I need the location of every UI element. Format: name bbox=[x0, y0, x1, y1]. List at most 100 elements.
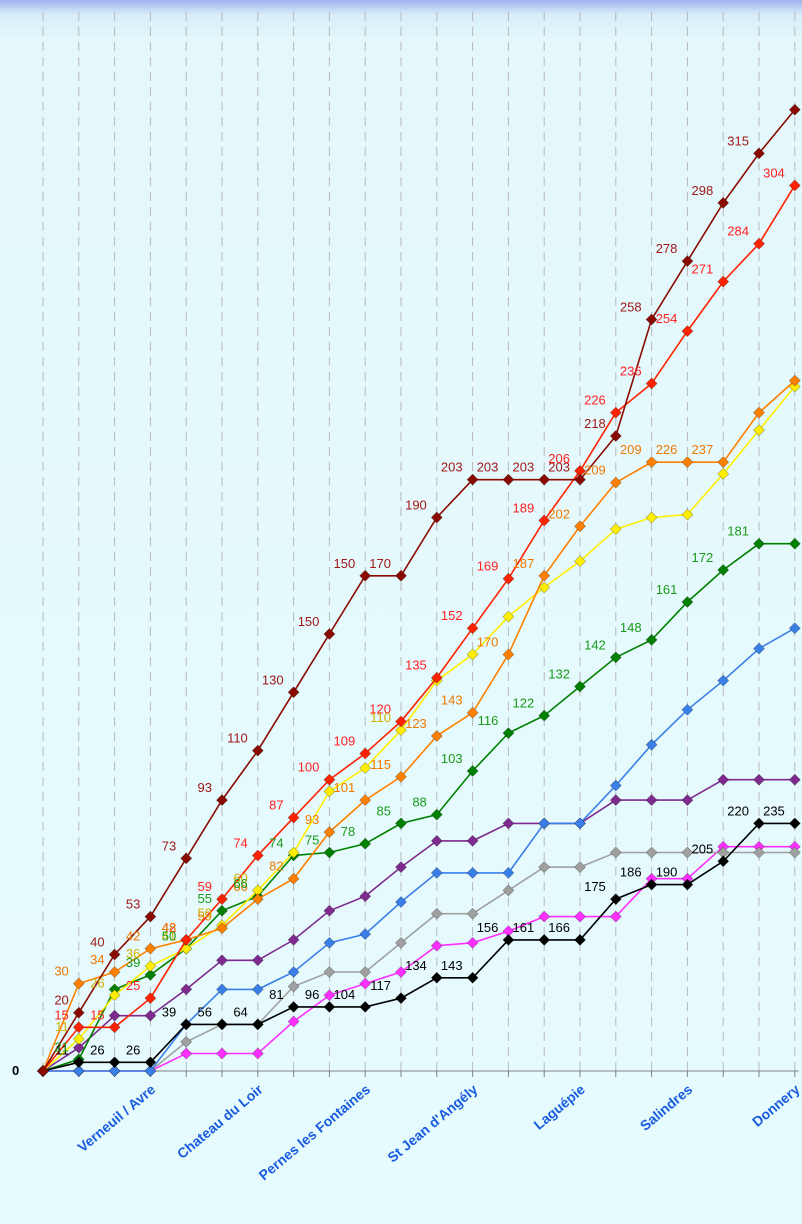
data-point bbox=[430, 939, 443, 952]
data-label: 88 bbox=[412, 795, 426, 810]
data-point bbox=[609, 430, 622, 442]
data-label: 110 bbox=[370, 710, 391, 725]
data-point bbox=[216, 922, 228, 935]
data-point bbox=[72, 1065, 85, 1077]
data-point bbox=[216, 1018, 228, 1031]
data-label: 271 bbox=[691, 262, 713, 277]
data-point bbox=[395, 569, 407, 582]
data-label: 218 bbox=[584, 416, 606, 431]
data-point bbox=[681, 846, 694, 859]
data-label: 169 bbox=[477, 559, 499, 574]
data-point bbox=[180, 983, 193, 996]
data-label: 209 bbox=[620, 442, 642, 457]
data-point bbox=[645, 633, 658, 646]
data-label: 135 bbox=[405, 658, 427, 673]
x-tick-label: Chateau du Loir bbox=[174, 1081, 266, 1162]
data-label: 81 bbox=[269, 987, 283, 1002]
data-label: 78 bbox=[341, 824, 355, 839]
data-point bbox=[395, 936, 407, 949]
data-label: 170 bbox=[369, 556, 391, 571]
data-point bbox=[788, 846, 801, 859]
data-point bbox=[753, 846, 765, 859]
data-point bbox=[323, 826, 336, 839]
data-label: 20 bbox=[54, 993, 68, 1008]
data-label: 209 bbox=[584, 463, 606, 478]
data-point bbox=[788, 374, 801, 387]
data-label: 120 bbox=[369, 701, 391, 716]
data-point bbox=[430, 730, 443, 742]
data-point bbox=[287, 872, 300, 885]
data-point bbox=[681, 255, 694, 268]
data-point bbox=[395, 896, 407, 908]
data-point bbox=[108, 1021, 121, 1034]
data-point bbox=[502, 648, 515, 661]
data-point bbox=[430, 971, 443, 984]
data-label: 254 bbox=[656, 311, 678, 326]
data-point bbox=[681, 794, 694, 807]
data-point bbox=[681, 325, 694, 338]
data-label: 172 bbox=[691, 550, 713, 565]
data-label: 55 bbox=[198, 891, 212, 906]
data-point bbox=[753, 537, 765, 550]
data-label: 39 bbox=[162, 1004, 176, 1019]
data-point bbox=[323, 966, 336, 978]
data-point bbox=[574, 473, 586, 486]
data-point bbox=[502, 727, 515, 740]
data-label: 132 bbox=[548, 666, 570, 681]
data-label: 190 bbox=[405, 498, 427, 513]
data-label: 110 bbox=[227, 731, 248, 746]
data-point bbox=[287, 966, 300, 978]
data-label: 122 bbox=[512, 696, 534, 711]
data-point bbox=[323, 846, 336, 859]
series-line bbox=[42, 822, 795, 1072]
data-label: 26 bbox=[126, 1042, 140, 1057]
data-point bbox=[538, 569, 551, 582]
data-label: 202 bbox=[548, 506, 570, 521]
data-label: 100 bbox=[298, 760, 320, 775]
data-label: 130 bbox=[262, 672, 284, 687]
data-label: 236 bbox=[620, 364, 642, 379]
data-label: 203 bbox=[548, 460, 570, 475]
data-point bbox=[574, 910, 586, 923]
data-point bbox=[645, 878, 658, 891]
data-label: 75 bbox=[305, 833, 319, 848]
series-0 bbox=[37, 103, 801, 1077]
data-label: 143 bbox=[441, 693, 463, 708]
data-label: 60 bbox=[233, 870, 247, 885]
data-point bbox=[72, 1006, 85, 1019]
data-point bbox=[323, 773, 336, 786]
data-point bbox=[108, 1056, 121, 1069]
data-point bbox=[430, 511, 443, 524]
data-point bbox=[251, 1047, 264, 1060]
data-point bbox=[538, 709, 551, 722]
data-point bbox=[717, 564, 730, 576]
data-label: 25 bbox=[126, 978, 140, 993]
data-point bbox=[251, 983, 264, 996]
data-point bbox=[216, 794, 228, 807]
data-point bbox=[359, 890, 372, 903]
data-point bbox=[681, 703, 694, 716]
data-label: 148 bbox=[620, 620, 642, 635]
series-line bbox=[42, 385, 796, 1072]
data-point bbox=[287, 686, 300, 699]
data-label: 109 bbox=[333, 733, 355, 748]
data-point bbox=[395, 770, 407, 783]
data-point bbox=[359, 966, 372, 978]
data-label: 156 bbox=[477, 920, 499, 935]
data-point bbox=[180, 1035, 193, 1048]
data-point bbox=[753, 642, 765, 655]
data-point bbox=[37, 1065, 49, 1077]
data-point bbox=[466, 834, 479, 847]
data-label: 66 bbox=[233, 879, 247, 894]
data-label: 175 bbox=[584, 879, 606, 894]
data-point bbox=[216, 1047, 228, 1060]
data-point bbox=[645, 846, 658, 859]
data-point bbox=[72, 1021, 85, 1034]
data-point bbox=[251, 849, 264, 862]
data-point bbox=[180, 1018, 193, 1031]
data-point bbox=[323, 785, 336, 798]
data-label: 21 bbox=[54, 1039, 68, 1054]
data-point bbox=[538, 473, 551, 486]
data-label: 235 bbox=[763, 803, 785, 818]
